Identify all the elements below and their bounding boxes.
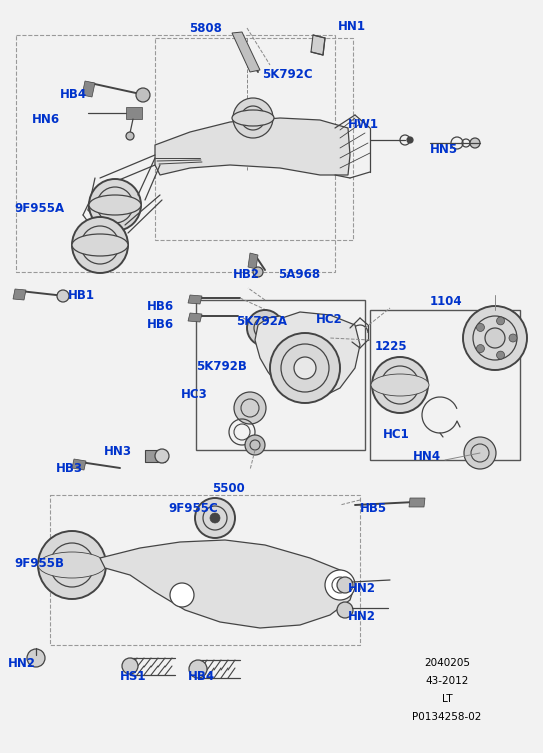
Circle shape: [210, 513, 220, 523]
Ellipse shape: [89, 195, 141, 215]
Text: 9F955B: 9F955B: [14, 557, 64, 570]
Polygon shape: [82, 81, 95, 97]
Text: HN5: HN5: [430, 143, 458, 156]
Text: HB3: HB3: [56, 462, 83, 475]
Text: 5500: 5500: [212, 482, 245, 495]
Text: 5808: 5808: [189, 22, 222, 35]
Circle shape: [476, 345, 484, 352]
Polygon shape: [232, 32, 260, 72]
Bar: [155, 38, 353, 240]
Text: 1104: 1104: [430, 295, 463, 308]
Circle shape: [496, 317, 504, 325]
Text: HS1: HS1: [120, 670, 147, 683]
Circle shape: [170, 583, 194, 607]
Circle shape: [248, 113, 258, 123]
Circle shape: [372, 357, 428, 413]
Text: 5K792C: 5K792C: [262, 68, 313, 81]
Circle shape: [476, 324, 484, 331]
Text: LT: LT: [441, 694, 452, 704]
Text: HN3: HN3: [104, 445, 132, 458]
Circle shape: [470, 138, 480, 148]
Circle shape: [407, 137, 413, 143]
Polygon shape: [100, 540, 355, 628]
Circle shape: [337, 602, 353, 618]
Circle shape: [325, 570, 355, 600]
Polygon shape: [126, 107, 142, 119]
Circle shape: [496, 351, 504, 359]
Circle shape: [155, 449, 169, 463]
Text: 1225: 1225: [375, 340, 408, 353]
Text: HB1: HB1: [68, 289, 95, 302]
Text: 5K792A: 5K792A: [236, 315, 287, 328]
Circle shape: [233, 98, 273, 138]
Circle shape: [392, 377, 408, 393]
Polygon shape: [145, 450, 165, 462]
Text: HB6: HB6: [147, 318, 174, 331]
Polygon shape: [13, 289, 26, 300]
Text: 5K792B: 5K792B: [196, 360, 247, 373]
Ellipse shape: [72, 234, 128, 256]
Text: HB4: HB4: [60, 88, 87, 101]
Circle shape: [247, 310, 283, 346]
Circle shape: [57, 290, 69, 302]
Bar: [370, 310, 520, 460]
Polygon shape: [72, 459, 86, 470]
Text: HN2: HN2: [8, 657, 36, 670]
Polygon shape: [255, 312, 360, 400]
Text: HN4: HN4: [413, 450, 441, 463]
Circle shape: [234, 392, 266, 424]
Polygon shape: [409, 498, 425, 507]
Circle shape: [337, 577, 353, 593]
Text: HN1: HN1: [338, 20, 366, 33]
Circle shape: [63, 556, 81, 574]
Polygon shape: [188, 313, 202, 322]
Polygon shape: [248, 253, 258, 269]
Circle shape: [270, 333, 340, 403]
Bar: [196, 300, 365, 450]
Polygon shape: [188, 295, 202, 304]
Circle shape: [89, 179, 141, 231]
Circle shape: [463, 306, 527, 370]
Circle shape: [92, 237, 108, 253]
Circle shape: [294, 357, 316, 379]
Text: HC1: HC1: [383, 428, 410, 441]
Polygon shape: [155, 118, 350, 175]
Ellipse shape: [371, 374, 429, 396]
Text: HB5: HB5: [360, 502, 387, 515]
Text: 43-2012: 43-2012: [425, 676, 469, 686]
Text: HC3: HC3: [181, 388, 208, 401]
Circle shape: [260, 323, 270, 333]
Bar: [16, 35, 335, 272]
Text: HN6: HN6: [32, 113, 60, 126]
Text: HN2: HN2: [348, 610, 376, 623]
Text: HN2: HN2: [348, 582, 376, 595]
Circle shape: [253, 267, 263, 277]
Text: HW1: HW1: [348, 118, 379, 131]
Ellipse shape: [38, 552, 106, 578]
Circle shape: [136, 88, 150, 102]
Circle shape: [72, 217, 128, 273]
Text: HB4: HB4: [188, 670, 215, 683]
Circle shape: [38, 531, 106, 599]
Circle shape: [189, 660, 207, 678]
Circle shape: [509, 334, 517, 342]
Bar: [50, 495, 360, 645]
Text: 9F955A: 9F955A: [14, 202, 64, 215]
Circle shape: [245, 435, 265, 455]
Text: 9F955C: 9F955C: [168, 502, 218, 515]
Text: 2040205: 2040205: [424, 658, 470, 668]
Circle shape: [195, 498, 235, 538]
Circle shape: [464, 437, 496, 469]
Text: HB2: HB2: [233, 268, 260, 281]
Circle shape: [485, 328, 505, 348]
Circle shape: [122, 658, 138, 674]
Ellipse shape: [232, 110, 274, 126]
Polygon shape: [311, 35, 325, 55]
Text: HB6: HB6: [147, 300, 174, 313]
Text: HC2: HC2: [316, 313, 343, 326]
Text: 5A968: 5A968: [278, 268, 320, 281]
Circle shape: [27, 649, 45, 667]
Text: P0134258-02: P0134258-02: [412, 712, 482, 722]
Circle shape: [126, 132, 134, 140]
